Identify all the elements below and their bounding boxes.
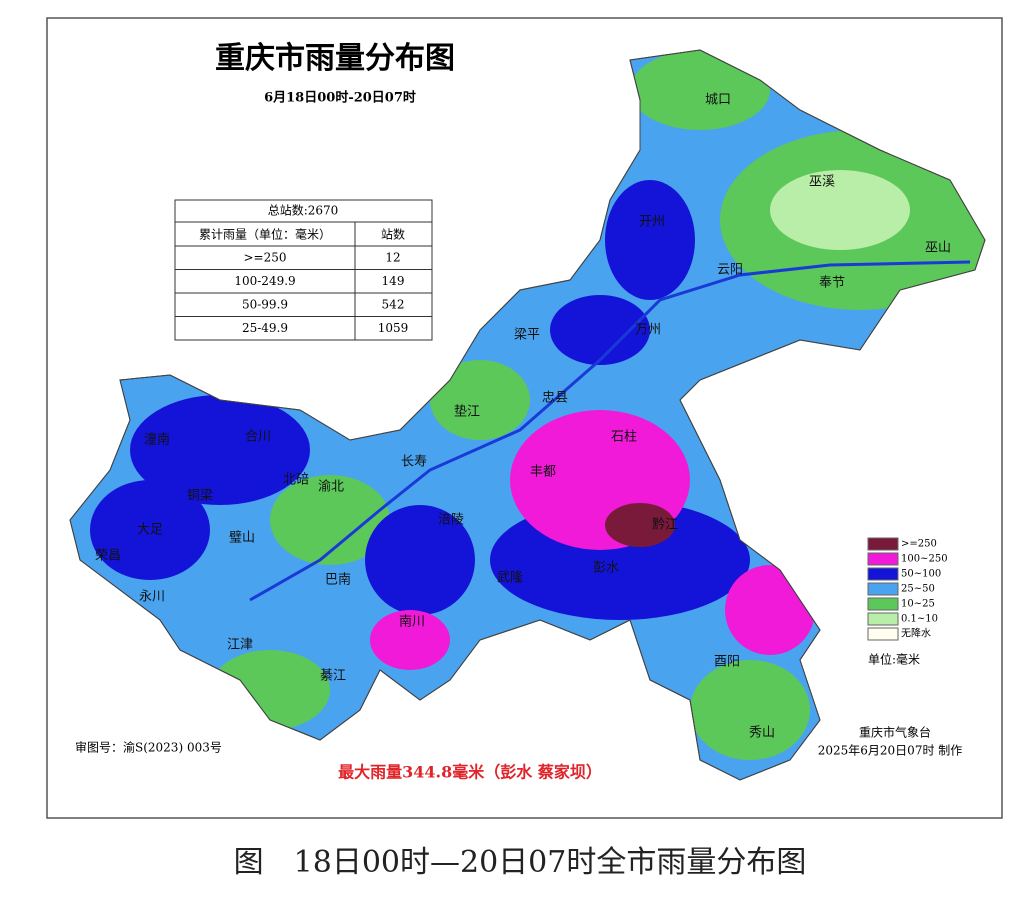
place-label: 开州 — [639, 215, 665, 230]
place-label: 巫山 — [925, 241, 951, 256]
table-cell: 50-99.9 — [242, 298, 288, 312]
place-label: 巴南 — [325, 572, 351, 588]
legend-swatch — [867, 552, 899, 566]
table-cell: 149 — [382, 274, 405, 288]
table-cell: >=250 — [243, 251, 286, 265]
place-label: 璧山 — [229, 530, 255, 546]
legend-label: >=250 — [901, 539, 937, 550]
caption: 图 18日00时—20日07时全市雨量分布图 — [234, 845, 807, 880]
place-label: 铜梁 — [187, 489, 213, 504]
place-label: 涪陵 — [438, 513, 464, 528]
legend-unit: 单位:毫米 — [868, 652, 920, 667]
place-label: 合川 — [245, 430, 271, 445]
subtitle: 6月18日00时-20日07时 — [264, 90, 416, 106]
map-number: 审图号：渝S(2023) 003号 — [75, 740, 222, 755]
place-label: 云阳 — [717, 263, 743, 278]
place-label: 秀山 — [749, 726, 775, 741]
place-label: 梁平 — [514, 328, 540, 343]
place-label: 彭水 — [593, 561, 619, 576]
legend-label: 无降水 — [901, 627, 931, 640]
place-label: 城口 — [705, 93, 731, 108]
legend-label: 25~50 — [901, 584, 935, 595]
table-header: 累计雨量（单位：毫米） — [199, 227, 331, 242]
table-cell: 12 — [385, 251, 400, 265]
place-label: 永川 — [139, 590, 165, 605]
place-label: 黔江 — [652, 518, 678, 533]
title: 重庆市雨量分布图 — [215, 41, 455, 76]
table-header: 站数 — [381, 227, 405, 242]
place-label: 酉阳 — [714, 655, 740, 670]
place-label: 北碚 — [283, 473, 309, 488]
legend-swatch — [867, 627, 899, 641]
table-cell: 25-49.9 — [242, 321, 288, 335]
place-label: 长寿 — [401, 455, 427, 470]
table-cell: 1059 — [378, 321, 409, 335]
legend-swatch — [867, 567, 899, 581]
place-label: 万州 — [635, 323, 661, 338]
issue-time: 2025年6月20日07时 制作 — [818, 744, 963, 758]
place-label: 荣昌 — [95, 549, 121, 564]
place-label: 奉节 — [819, 276, 845, 291]
legend-label: 100~250 — [901, 554, 948, 565]
table-cell: 542 — [382, 298, 405, 312]
yangtze-river — [249, 260, 971, 602]
boundary — [69, 49, 986, 781]
legend-swatch — [867, 597, 899, 611]
place-label: 垫江 — [454, 404, 480, 420]
issuer: 重庆市气象台 — [859, 725, 931, 740]
table-cell: 100-249.9 — [234, 274, 295, 288]
place-label: 綦江 — [320, 669, 346, 684]
legend-label: 10~25 — [901, 599, 935, 610]
legend-label: 0.1~10 — [901, 614, 938, 625]
legend: >=250 100~250 50~100 25~50 10~25 0.1~10 无降水单位:… — [867, 537, 948, 667]
place-label: 巫溪 — [809, 175, 835, 190]
place-label: 渝北 — [318, 479, 344, 495]
place-label: 潼南 — [144, 432, 170, 448]
legend-label: 50~100 — [901, 569, 941, 580]
place-label: 大足 — [137, 523, 163, 538]
station-table: 总站数:2670 累计雨量（单位：毫米） 站数 >=250 12 100-249.9… — [174, 199, 433, 341]
legend-swatch — [867, 582, 899, 596]
place-label: 武隆 — [497, 571, 523, 586]
place-label: 江津 — [227, 638, 253, 653]
place-label: 石柱 — [611, 430, 637, 445]
place-label: 丰都 — [530, 465, 556, 480]
place-label: 南川 — [399, 614, 425, 630]
legend-swatch — [867, 537, 899, 551]
legend-swatch — [867, 612, 899, 626]
max-rain-note: 最大雨量344.8毫米（彭水 蔡家坝） — [338, 763, 602, 782]
table-title: 总站数:2670 — [268, 203, 339, 218]
place-label: 忠县 — [542, 391, 568, 406]
